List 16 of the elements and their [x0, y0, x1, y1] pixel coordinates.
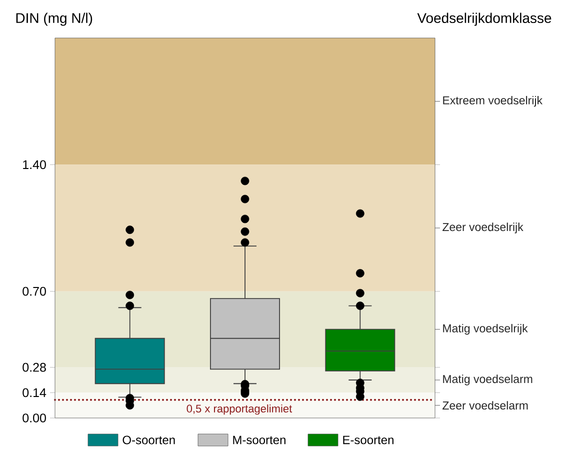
- y-tick-label: 0.14: [22, 388, 46, 398]
- y-axis-title: DIN (mg N/l): [16, 12, 92, 26]
- text: Voedselrijkdomklasse: [417, 12, 552, 26]
- band-label: Extreem voedselrijk: [443, 96, 543, 107]
- band-label: Zeer voedselrijk: [442, 222, 524, 234]
- band-label: Matig voedselrijk: [443, 324, 528, 335]
- band-label: Matig voedselarm: [443, 374, 532, 386]
- x-tick-label: O-soorten: [122, 436, 175, 444]
- y-tick-label: 0.70: [22, 286, 46, 296]
- x-tick-label: E-soorten: [343, 436, 394, 444]
- y-tick-label: 1.40: [23, 160, 46, 170]
- y-tick-label: 0.00: [22, 414, 46, 422]
- ref-line-label: 0,5 x rapportagelimiet: [186, 404, 292, 415]
- y-tick-label: 0.28: [22, 362, 46, 372]
- band-label: Zeer voedselarm: [442, 401, 528, 410]
- x-tick-label: M-soorten: [233, 436, 286, 444]
